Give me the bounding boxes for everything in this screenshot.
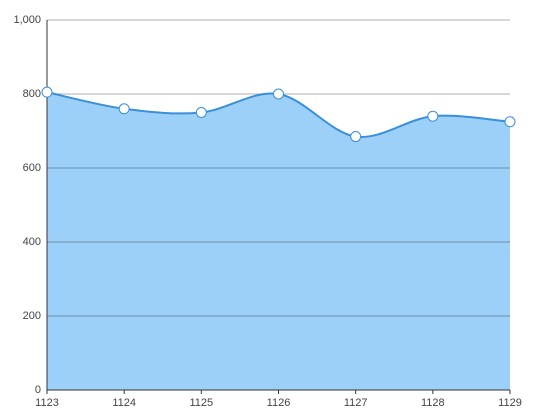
point [118, 103, 130, 115]
area [47, 92, 510, 391]
y-tick-label: 1,000 [13, 14, 41, 26]
point [273, 88, 284, 100]
y-tick-label: 800 [23, 88, 41, 100]
x-tick-label: 1129 [498, 397, 522, 409]
y-tick-label: 400 [23, 236, 41, 248]
y-tick-label: 600 [23, 162, 41, 174]
x-tick-label: 1124 [112, 397, 136, 409]
point [504, 116, 516, 128]
x-tick-label: 1127 [344, 397, 368, 409]
x-tick-label: 1125 [190, 397, 214, 409]
point [427, 110, 439, 122]
point [195, 107, 207, 118]
y-tick-label: 200 [23, 310, 41, 322]
y-tick-label: 0 [35, 384, 41, 396]
x-tick-label: 1126 [267, 397, 291, 409]
point [41, 86, 53, 98]
point [350, 131, 362, 143]
x-tick-label: 1123 [35, 397, 59, 409]
x-tick-label: 1128 [421, 397, 445, 409]
